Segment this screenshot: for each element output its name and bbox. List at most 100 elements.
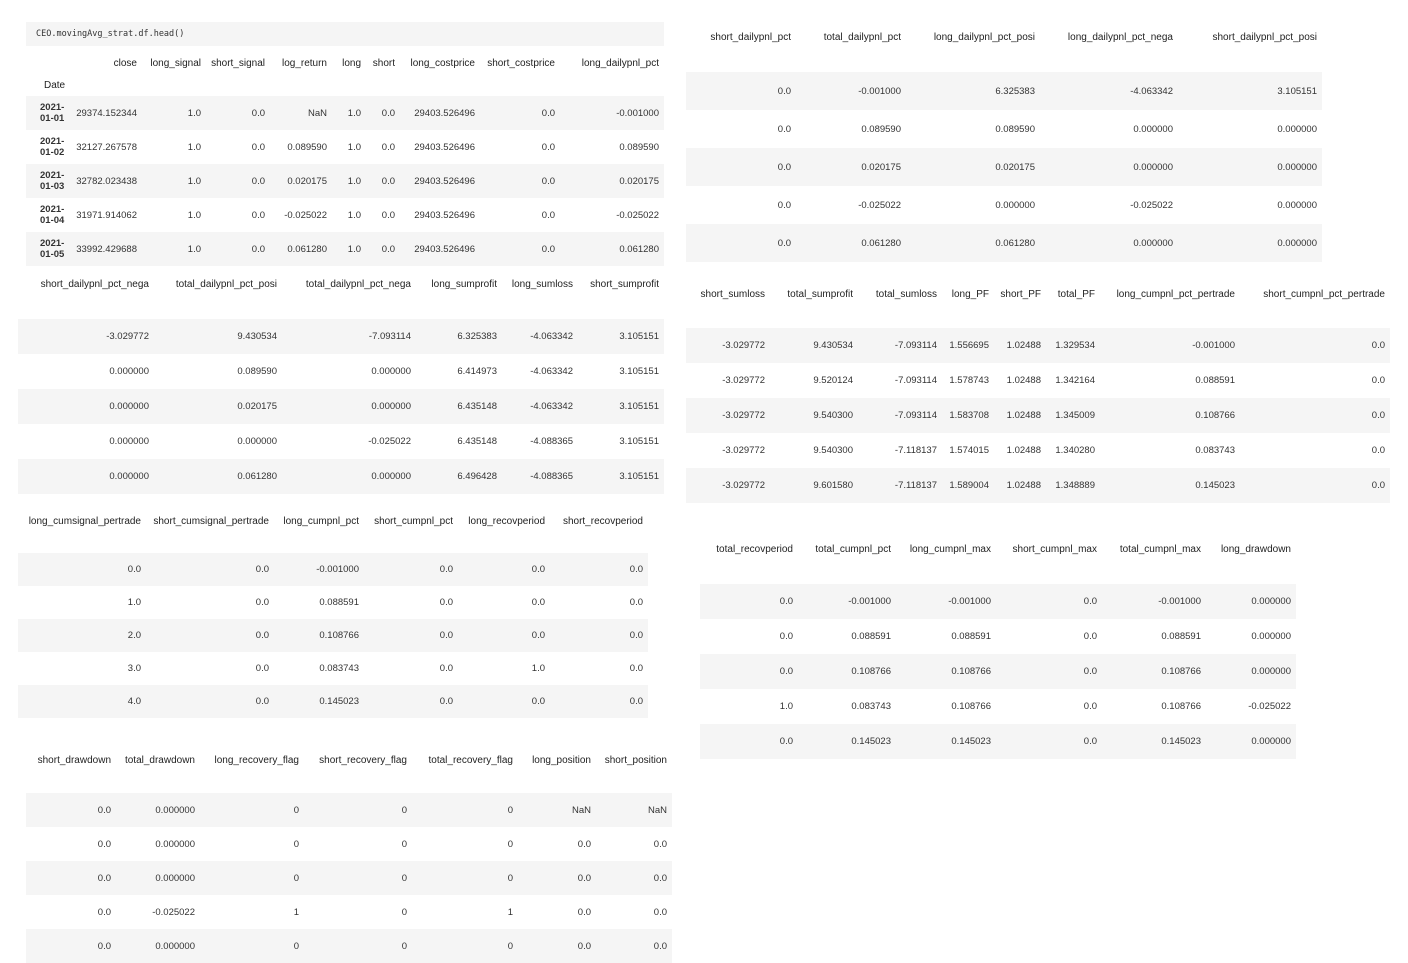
table-cell: 1.0 xyxy=(347,141,361,153)
table-cell: -7.118137 xyxy=(894,445,937,456)
table-cell: 32127.267578 xyxy=(76,141,137,153)
dataframe-table-2: short_dailypnl_pct total_dailypnl_pct long… xyxy=(686,22,1322,262)
table-cell: 1.02488 xyxy=(1006,375,1041,386)
table-cell: 3.105151 xyxy=(619,436,659,447)
column-header: total_dailypnl_pct xyxy=(823,31,901,43)
table-row: -3.029772 9.540300 -7.093114 1.583708 1.0248… xyxy=(686,398,1390,433)
table-row: 1.0 0.0 0.088591 0.0 0.0 0.0 xyxy=(18,586,648,619)
table-cell: 9.540300 xyxy=(770,398,858,433)
table-row: 1.0 0.083743 0.108766 0.0 0.108766 -0.025022 xyxy=(700,689,1296,724)
table-cell: 0 xyxy=(412,929,518,963)
header-row: short_dailypnl_pct total_dailypnl_pct long… xyxy=(686,22,1322,52)
column-header: long xyxy=(342,57,361,69)
table-cell: 0.0 xyxy=(206,96,270,130)
header-spacer xyxy=(18,536,648,553)
table-cell: 0.0 xyxy=(541,209,555,221)
table-cell: 0.0 xyxy=(146,685,274,718)
table-cell: -0.025022 xyxy=(616,209,659,221)
column-header: total_dailypnl_pct_posi xyxy=(175,278,277,290)
table-cell: 0.108766 xyxy=(1161,701,1201,712)
table-cell: -3.029772 xyxy=(686,398,770,433)
table-row: 0.0 0.061280 0.061280 0.000000 0.000000 xyxy=(686,224,1322,262)
table-cell: 29403.526496 xyxy=(400,164,480,198)
table-cell: 0.0 xyxy=(381,209,395,221)
table-cell: 0.088591 xyxy=(319,597,359,608)
table-cell: 0.000000 xyxy=(116,929,200,963)
header-row: total_recovperiod total_cumpnl_pct long_cu… xyxy=(700,534,1296,564)
table-cell: 31971.914062 xyxy=(76,209,137,221)
table-cell: 0.000000 xyxy=(371,366,411,377)
table-cell: -7.093114 xyxy=(894,375,937,386)
column-header: long_cumpnl_pct xyxy=(283,515,359,527)
table-cell: -7.093114 xyxy=(282,319,416,354)
table-cell: 1.02488 xyxy=(994,468,1046,503)
column-header: short_cumpnl_pct_pertrade xyxy=(1263,288,1385,300)
table-cell: 0.0 xyxy=(531,597,545,608)
table-cell: 0.0 xyxy=(439,663,453,674)
index-name-row: Date xyxy=(26,74,664,96)
table-cell: 0.083743 xyxy=(851,701,891,712)
column-header: long_recovery_flag xyxy=(214,754,300,766)
table-cell: -0.025022 xyxy=(284,209,327,221)
table-cell: 29403.526496 xyxy=(400,96,480,130)
table-cell: 6.325383 xyxy=(906,72,1040,110)
table-cell: 1.348889 xyxy=(1046,468,1100,503)
column-header: total_recovery_flag xyxy=(428,754,514,766)
table-cell: 0.145023 xyxy=(896,724,996,759)
table-cell: 29403.526496 xyxy=(414,141,475,153)
table-cell: 0.000000 xyxy=(1251,631,1291,642)
table-cell: -0.001000 xyxy=(1102,584,1206,619)
table-row: 2021- 01-01 29374.152344 1.0 0.0 NaN 1.0 0.0 294… xyxy=(26,96,664,130)
table-cell: 0.000000 xyxy=(109,436,149,447)
table-cell: 1.0 xyxy=(142,232,206,266)
table-cell: 6.435148 xyxy=(416,389,502,424)
table-row: 4.0 0.0 0.145023 0.0 0.0 0.0 xyxy=(18,685,648,718)
dataframe-table-1: close long_signal short_signal log_return lo… xyxy=(26,52,664,266)
table-cell: -0.025022 xyxy=(368,436,411,447)
table-cell: 0.020175 xyxy=(796,148,906,186)
table-cell: 0.0 xyxy=(18,553,146,586)
table-cell: 0.0 xyxy=(364,619,458,652)
row-index-date: 2021- 01-05 xyxy=(26,232,68,266)
table-cell: -4.063342 xyxy=(502,319,578,354)
column-header: long_position xyxy=(532,754,591,766)
table-cell: 0.020175 xyxy=(154,389,282,424)
table-cell: 0.145023 xyxy=(1102,724,1206,759)
table-cell: 0.0 xyxy=(779,631,793,642)
table-cell: 0.061280 xyxy=(270,232,332,266)
table-cell: 0.0 xyxy=(458,553,550,586)
table-cell: 0.000000 xyxy=(1206,724,1296,759)
table-cell: 0.0 xyxy=(26,793,116,827)
code-cell[interactable]: CEO.movingAvg_strat.df.head() xyxy=(26,22,664,46)
table-cell: 0.0 xyxy=(1371,375,1385,386)
column-header: short_dailypnl_pct_nega xyxy=(40,278,149,290)
column-header: long_PF xyxy=(951,288,989,300)
column-header: long_drawdown xyxy=(1220,543,1291,555)
table-cell: -3.029772 xyxy=(722,445,765,456)
table-row: 0.0 0.000000 0 0 0 0.0 0.0 xyxy=(26,861,672,895)
column-header: total_dailypnl_pct_nega xyxy=(305,278,411,290)
table-cell: 1.0 xyxy=(332,164,366,198)
table-cell: -0.025022 xyxy=(858,199,901,211)
header-empty xyxy=(142,74,206,96)
table-row: 0.0 0.000000 0 0 0 0.0 0.0 xyxy=(26,827,672,861)
column-header: log_return xyxy=(281,57,327,69)
table-cell: 3.105151 xyxy=(619,366,659,377)
column-header: short_cumpnl_pct xyxy=(374,515,453,527)
table-cell: 0 xyxy=(200,793,304,827)
row-index-date: 2021- 01-03 xyxy=(26,164,68,198)
table-cell: 0.108766 xyxy=(1100,398,1240,433)
table-row: 0.0 0.088591 0.088591 0.0 0.088591 0.000000 xyxy=(700,619,1296,654)
table-cell: 0.145023 xyxy=(1100,468,1240,503)
table-cell: 0.0 xyxy=(364,685,458,718)
table-row: 2021- 01-02 32127.267578 1.0 0.0 0.089590 1.0 0… xyxy=(26,130,664,164)
table-cell: 0.089590 xyxy=(619,141,659,153)
column-header: short_signal xyxy=(211,57,265,69)
column-header: total_cumpnl_max xyxy=(1119,543,1201,555)
table-cell: 0 xyxy=(304,929,412,963)
table-cell: 0.0 xyxy=(577,906,591,918)
column-header: long_signal xyxy=(150,57,201,69)
table-row: 0.0 -0.025022 1 0 1 0.0 0.0 xyxy=(26,895,672,929)
table-row: 2021- 01-03 32782.023438 1.0 0.0 0.020175 1.0 0… xyxy=(26,164,664,198)
table-row: 0.0 -0.001000 -0.001000 0.0 -0.001000 0.00000… xyxy=(700,584,1296,619)
